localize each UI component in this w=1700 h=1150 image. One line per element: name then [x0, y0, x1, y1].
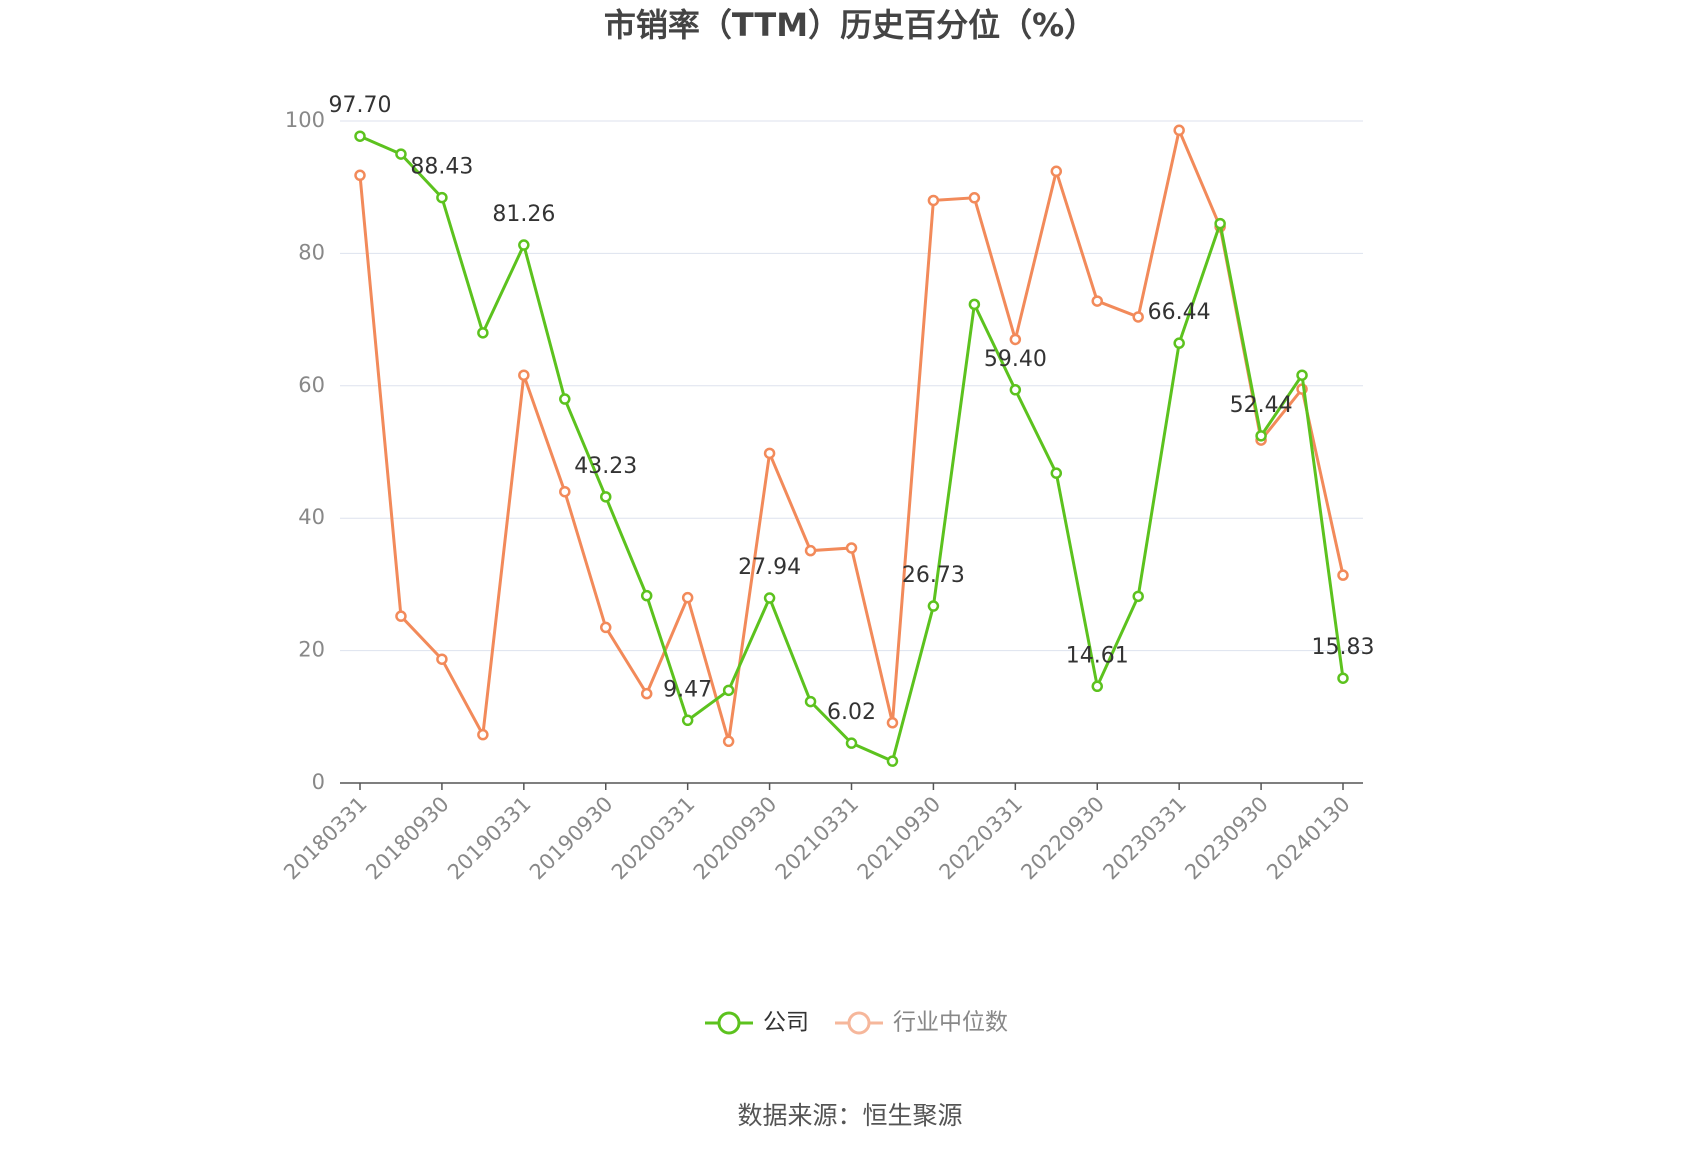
x-tick-label: 20240130: [1262, 792, 1355, 885]
data-label: 15.83: [1312, 635, 1375, 660]
point: [927, 600, 940, 612]
point: [1337, 569, 1349, 581]
point: [1050, 467, 1063, 479]
point: [804, 544, 817, 557]
point: [804, 695, 817, 708]
point: [1132, 590, 1144, 603]
point: [1009, 384, 1022, 396]
point: [518, 239, 530, 251]
point: [886, 755, 899, 767]
x-tick-label: 20180930: [361, 792, 454, 885]
point: [1255, 430, 1267, 442]
y-tick-label: 20: [298, 638, 325, 662]
point: [1050, 165, 1063, 178]
x-tick-label: 20190930: [525, 792, 618, 885]
data-label: 66.44: [1148, 300, 1211, 325]
point: [927, 194, 940, 207]
point: [886, 717, 899, 729]
data-label: 26.73: [902, 563, 965, 588]
y-tick-label: 40: [298, 505, 325, 529]
y-tick-label: 80: [298, 240, 325, 264]
point: [1173, 124, 1185, 137]
point: [1091, 680, 1103, 693]
point: [518, 369, 530, 381]
series-line: [359, 134, 1345, 764]
y-tick-label: 60: [298, 373, 325, 397]
point: [559, 393, 571, 405]
legend-label: 行业中位数: [893, 1010, 1008, 1036]
point: [559, 485, 571, 498]
point: [1296, 369, 1308, 381]
point: [436, 191, 448, 204]
y-tick-label: 0: [312, 770, 325, 794]
point: [968, 192, 981, 204]
legend-marker: [847, 1011, 871, 1035]
point: [395, 610, 407, 622]
data-label: 97.70: [329, 93, 392, 118]
data-label: 6.02: [827, 700, 876, 725]
point: [722, 684, 735, 697]
data-label: 52.44: [1230, 393, 1293, 418]
x-tick-label: 20200930: [689, 792, 782, 885]
source-note: 数据来源：恒生聚源: [737, 1101, 962, 1130]
x-tick-label: 20220930: [1016, 792, 1109, 885]
x-tick-label: 20230331: [1098, 792, 1191, 885]
point: [395, 148, 407, 160]
data-label: 9.47: [663, 677, 712, 702]
x-tick-label: 20180331: [279, 792, 372, 885]
point: [477, 327, 489, 339]
x-tick-label: 20220331: [935, 792, 1028, 885]
point: [1132, 311, 1144, 323]
x-tick-label: 20200331: [607, 792, 700, 885]
point: [640, 589, 653, 602]
x-tick-label: 20230930: [1180, 792, 1273, 885]
y-tick-label: 100: [285, 108, 325, 132]
point: [640, 687, 653, 700]
point: [436, 653, 448, 665]
point: [600, 491, 612, 503]
legend-marker: [717, 1011, 741, 1035]
point: [1214, 217, 1226, 230]
x-tick-label: 20210930: [853, 792, 946, 885]
data-label: 59.40: [984, 347, 1047, 372]
point: [477, 728, 489, 741]
point: [600, 621, 612, 634]
point: [354, 130, 366, 142]
point: [968, 298, 981, 311]
x-tick-label: 20190331: [443, 792, 536, 885]
point: [722, 735, 735, 748]
point: [763, 592, 776, 604]
x-tick-label: 20210331: [771, 792, 864, 885]
data-label: 14.61: [1066, 643, 1129, 668]
point: [1009, 333, 1022, 346]
chart-title: 市销率（TTM）历史百分位（%）: [604, 6, 1096, 44]
point: [681, 714, 694, 727]
point: [354, 169, 366, 182]
point: [1173, 337, 1185, 349]
point: [845, 737, 858, 749]
data-label: 27.94: [738, 555, 801, 580]
data-label: 88.43: [410, 155, 473, 180]
point: [681, 591, 694, 604]
legend-label: 公司: [763, 1010, 809, 1036]
point: [763, 447, 776, 460]
point: [845, 542, 858, 554]
point: [1091, 295, 1103, 307]
data-label: 43.23: [574, 454, 637, 479]
data-label: 81.26: [492, 202, 555, 227]
point: [1337, 672, 1349, 684]
